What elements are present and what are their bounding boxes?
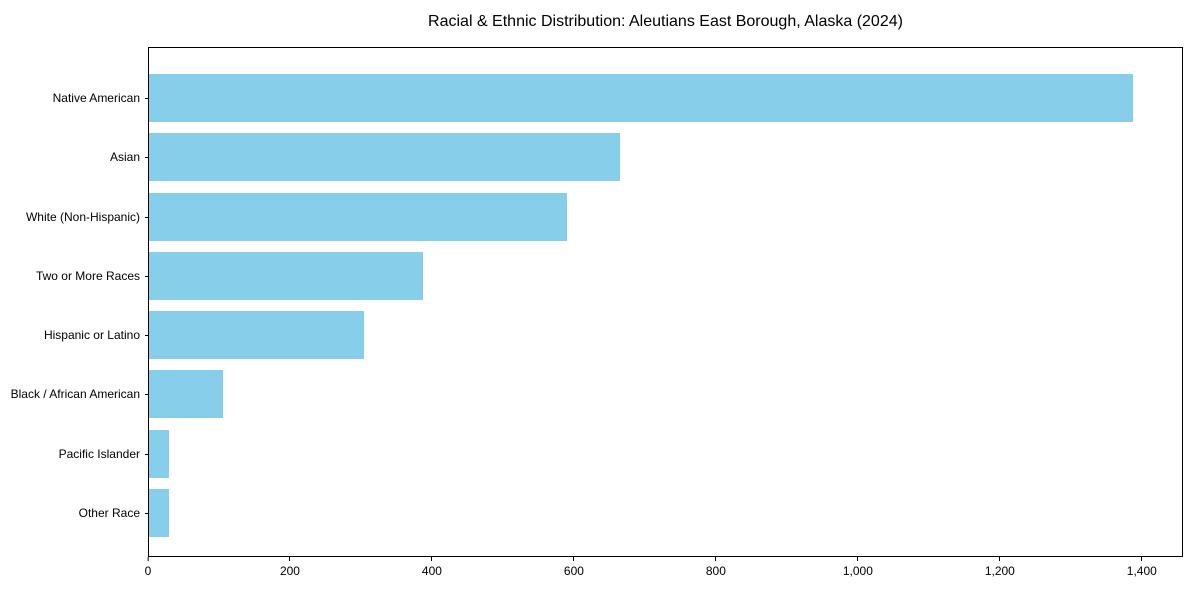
x-tick: 600	[564, 557, 584, 578]
y-tick-mark	[145, 275, 149, 277]
bar	[149, 370, 223, 419]
category-label: Hispanic or Latino	[43, 328, 140, 343]
x-tick: 1,200	[985, 557, 1015, 578]
bar	[149, 488, 169, 537]
bar-row: Hispanic or Latino	[44, 311, 1182, 360]
x-tick-mark	[573, 557, 575, 561]
x-axis: 0 200 400 600 800 1,000 1,200 1,400	[144, 557, 1183, 589]
category-label: Two or More Races	[35, 268, 140, 283]
x-tick-label: 1,000	[842, 564, 873, 578]
bar	[149, 74, 1134, 122]
bar-row: Two or More Races	[36, 251, 1182, 300]
y-tick-mark	[145, 157, 149, 159]
x-tick-mark	[999, 557, 1001, 561]
y-tick-mark	[145, 216, 149, 218]
bar	[149, 192, 568, 241]
x-tick-label: 1,200	[984, 564, 1015, 578]
category-label: Pacific Islander	[58, 446, 140, 461]
category-label: Asian	[109, 150, 140, 165]
y-tick-mark	[145, 512, 149, 514]
chart-title: Racial & Ethnic Distribution: Aleutians …	[428, 13, 903, 30]
category-label: Other Race	[78, 505, 140, 520]
x-tick: 200	[280, 557, 300, 578]
x-tick-label: 200	[279, 564, 300, 578]
bar	[149, 251, 424, 300]
x-tick: 400	[422, 557, 442, 578]
category-label: White (Non-Hispanic)	[25, 209, 140, 224]
x-tick-label: 800	[705, 564, 726, 578]
bar	[149, 133, 621, 182]
bar	[149, 311, 364, 360]
x-tick-mark	[147, 557, 149, 561]
category-label: Native American	[52, 91, 140, 105]
x-tick-label: 0	[144, 564, 152, 578]
bars-container: Native American Asian White (Non-Hispanic)…	[11, 74, 1182, 537]
bar-row: Native American	[53, 74, 1182, 122]
x-tick: 1,000	[843, 557, 873, 578]
x-tick: 1,400	[1127, 557, 1157, 578]
x-tick: 0	[144, 557, 152, 578]
bar	[149, 429, 169, 478]
x-tick-label: 600	[563, 564, 584, 578]
y-tick-mark	[145, 335, 149, 337]
x-tick-label: 400	[421, 564, 442, 578]
x-tick: 800	[706, 557, 726, 578]
bar-row: Other Race	[79, 488, 1182, 537]
x-tick-mark	[715, 557, 717, 561]
x-tick-mark	[1141, 557, 1143, 561]
bar-row: Asian	[110, 133, 1182, 182]
y-tick-mark	[145, 453, 149, 455]
bar-row: White (Non-Hispanic)	[26, 192, 1182, 241]
plot-area: Native American Asian White (Non-Hispanic)…	[11, 47, 1183, 557]
x-tick-mark	[431, 557, 433, 561]
y-tick-mark	[145, 98, 149, 99]
bar-row: Black / African American	[11, 370, 1182, 419]
x-tick-label: 1,400	[1126, 564, 1157, 578]
bar-row: Pacific Islander	[59, 429, 1182, 478]
x-tick-mark	[289, 557, 291, 561]
y-tick-mark	[145, 394, 149, 396]
category-label: Black / African American	[10, 387, 140, 402]
x-tick-mark	[857, 557, 859, 561]
